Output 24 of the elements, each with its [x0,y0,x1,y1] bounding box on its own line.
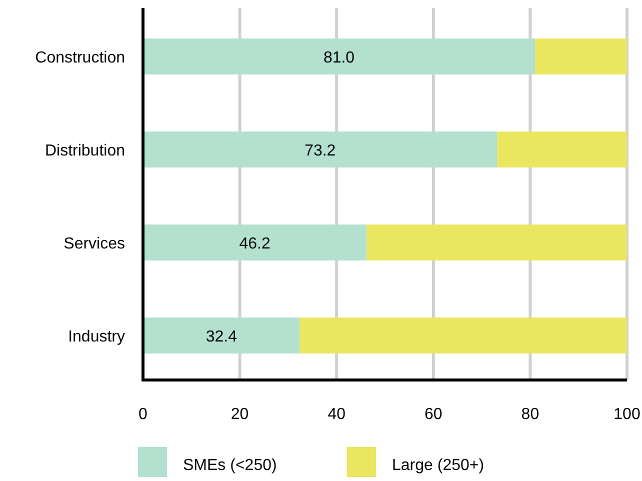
bar [143,38,536,74]
y-tick-label: Distribution [44,142,125,160]
x-tick-label: 80 [521,406,540,423]
bar [143,224,367,260]
data-label: 32.4 [206,328,238,346]
bar [143,318,300,354]
bar [535,38,627,74]
bar [497,132,627,168]
bar [366,224,627,260]
bar [143,132,498,168]
x-tick-label: 100 [614,406,640,423]
legend-label: SMEs (<250) [183,457,277,474]
legend-label: Large (250+) [392,457,484,474]
x-tick-label: 60 [424,406,442,423]
data-label: 46.2 [239,236,270,252]
data-label: 73.2 [304,142,336,160]
y-tick-label: Services [64,236,125,252]
bar [300,318,627,354]
y-tick-label: Construction [35,50,125,66]
data-label: 81.0 [323,50,355,66]
x-tick-label: 20 [230,406,249,423]
x-tick-label: 0 [138,406,148,423]
y-tick-label: Industry [68,328,125,346]
x-tick-label: 40 [328,406,346,423]
